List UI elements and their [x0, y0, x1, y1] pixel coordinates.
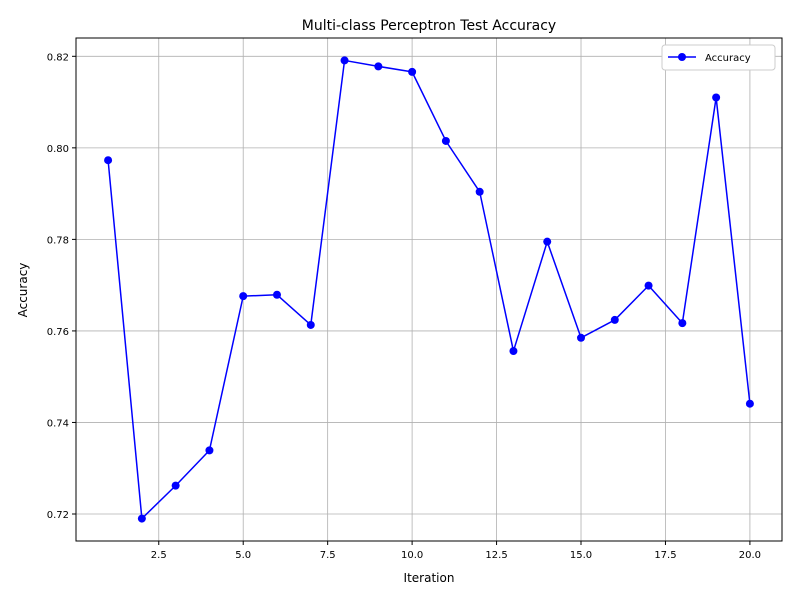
- x-tick-label: 17.5: [654, 550, 676, 561]
- x-tick-label: 7.5: [320, 550, 336, 561]
- data-point: [441, 136, 450, 145]
- data-point: [475, 187, 484, 196]
- data-point: [306, 320, 315, 329]
- x-axis-ticks: 2.5 5.0 7.5 10.0 12.5 15.0 17.5 20.0: [151, 541, 761, 561]
- legend-marker: [678, 53, 686, 61]
- y-tick-label: 0.80: [47, 144, 69, 155]
- x-tick-label: 12.5: [485, 550, 507, 561]
- y-axis-ticks: 0.72 0.74 0.76 0.78 0.80 0.82: [47, 52, 76, 521]
- y-tick-label: 0.76: [47, 327, 69, 338]
- x-tick-label: 15.0: [570, 550, 592, 561]
- series-line-accuracy: [107, 59, 751, 520]
- legend: Accuracy: [661, 44, 776, 71]
- data-point: [678, 319, 687, 328]
- legend-box: [661, 44, 776, 71]
- data-point: [340, 56, 349, 65]
- data-point: [374, 62, 383, 71]
- data-point: [644, 281, 653, 290]
- data-point: [205, 446, 214, 455]
- data-point: [408, 67, 417, 76]
- data-point: [745, 399, 754, 408]
- x-tick-label: 10.0: [401, 550, 423, 561]
- x-tick-label: 2.5: [151, 550, 167, 561]
- y-tick-label: 0.72: [47, 510, 69, 521]
- chart-title: Multi-class Perceptron Test Accuracy: [302, 18, 556, 34]
- y-tick-label: 0.82: [47, 52, 69, 63]
- data-point: [543, 237, 552, 246]
- data-point: [712, 93, 721, 102]
- data-point: [577, 333, 586, 342]
- data-point: [104, 156, 113, 165]
- y-axis-label: Accuracy: [16, 263, 30, 318]
- series-layer: [104, 56, 754, 523]
- data-point: [272, 290, 281, 299]
- data-point: [509, 347, 518, 356]
- data-point: [171, 481, 180, 490]
- legend-label: Accuracy: [705, 53, 751, 64]
- data-point: [137, 514, 146, 523]
- data-point: [610, 315, 619, 324]
- y-tick-label: 0.78: [47, 235, 69, 246]
- data-point: [239, 292, 248, 301]
- plot-area-frame: [75, 37, 783, 542]
- x-tick-label: 20.0: [739, 550, 761, 561]
- y-tick-label: 0.74: [47, 418, 69, 429]
- x-tick-label: 5.0: [235, 550, 251, 561]
- x-axis-label: Iteration: [404, 571, 455, 585]
